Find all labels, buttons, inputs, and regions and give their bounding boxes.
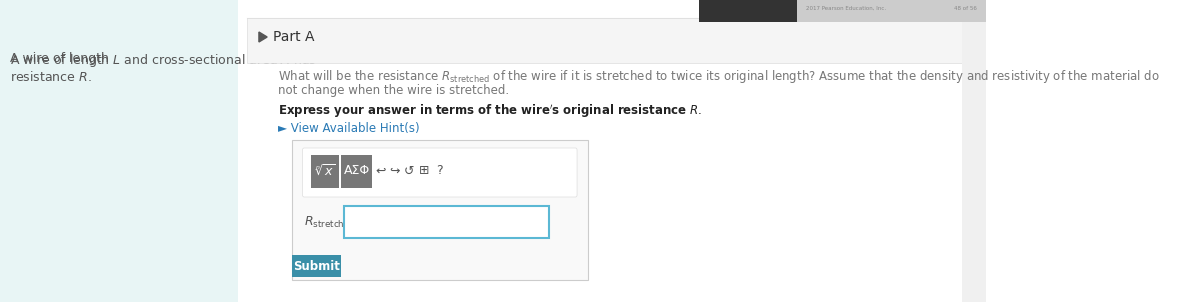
- Text: A wire of length $L$ and cross-sectional area $A$ has: A wire of length $L$ and cross-sectional…: [10, 52, 317, 69]
- Text: resistance $R$.: resistance $R$.: [10, 70, 91, 84]
- Text: 48 of 56: 48 of 56: [954, 5, 977, 11]
- FancyBboxPatch shape: [698, 0, 797, 22]
- FancyBboxPatch shape: [961, 18, 986, 302]
- Text: ⊞: ⊞: [419, 165, 430, 178]
- Text: $R_{\mathrm{stretched}}$ =: $R_{\mathrm{stretched}}$ =: [304, 214, 370, 230]
- Text: ↪: ↪: [389, 165, 400, 178]
- FancyBboxPatch shape: [302, 148, 577, 197]
- Text: ↩: ↩: [376, 165, 386, 178]
- Polygon shape: [259, 32, 268, 42]
- FancyBboxPatch shape: [797, 0, 986, 22]
- Text: ↺: ↺: [404, 165, 415, 178]
- Text: 2017 Pearson Education, Inc.: 2017 Pearson Education, Inc.: [805, 5, 886, 11]
- Text: $\sqrt[n]{x}$: $\sqrt[n]{x}$: [314, 163, 335, 178]
- Text: What will be the resistance $R_{\mathrm{stretched}}$ of the wire if it is stretc: What will be the resistance $R_{\mathrm{…: [278, 68, 1159, 85]
- FancyBboxPatch shape: [343, 206, 550, 238]
- Text: ► View Available Hint(s): ► View Available Hint(s): [278, 122, 420, 135]
- Text: not change when the wire is stretched.: not change when the wire is stretched.: [278, 84, 509, 97]
- Text: $\bf{Express\ your\ answer\ in\ terms\ of\ the\ wire's\ original\ resistance}$ $: $\bf{Express\ your\ answer\ in\ terms\ o…: [278, 103, 702, 120]
- Text: ?: ?: [436, 165, 443, 178]
- Text: Part A: Part A: [272, 30, 314, 44]
- FancyBboxPatch shape: [0, 0, 239, 302]
- Text: ΑΣΦ: ΑΣΦ: [343, 165, 370, 178]
- Text: Submit: Submit: [293, 259, 340, 272]
- FancyBboxPatch shape: [247, 18, 961, 63]
- Text: A wire of length: A wire of length: [10, 52, 113, 65]
- FancyBboxPatch shape: [292, 255, 341, 277]
- FancyBboxPatch shape: [292, 140, 588, 280]
- FancyBboxPatch shape: [341, 155, 372, 188]
- FancyBboxPatch shape: [311, 155, 340, 188]
